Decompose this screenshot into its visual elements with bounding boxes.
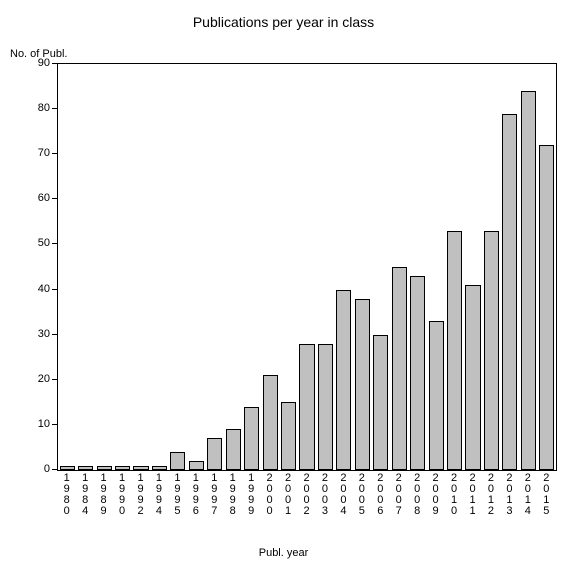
y-tick-label: 0 [44,463,50,475]
bar [299,344,314,470]
x-tick-label: 1990 [117,473,128,517]
x-tick-label: 1998 [227,473,238,517]
y-tick-label: 50 [38,237,50,249]
bar [392,267,407,470]
x-axis-title: Publ. year [0,547,567,559]
bar [355,299,370,470]
y-tick-mark [52,198,57,199]
x-tick-label: 1989 [98,473,109,517]
y-tick-label: 90 [38,57,50,69]
y-tick-label: 70 [38,147,50,159]
x-tick-label: 2008 [412,473,423,517]
y-tick-label: 60 [38,192,50,204]
x-tick-label: 2007 [393,473,404,517]
bar [170,452,185,470]
bar [318,344,333,470]
bar [447,231,462,470]
bar [189,461,204,470]
y-tick-mark [52,63,57,64]
x-tick-label: 2001 [283,473,294,517]
bar [484,231,499,470]
x-tick-label: 1996 [190,473,201,517]
bar [152,466,167,471]
bar [97,466,112,471]
bar [244,407,259,470]
bar [60,466,75,471]
x-tick-label: 2002 [301,473,312,517]
bar [502,114,517,470]
x-tick-label: 2015 [541,473,552,517]
x-tick-label: 1994 [153,473,164,517]
x-tick-label: 1992 [135,473,146,517]
y-tick-mark [52,243,57,244]
plot-area [57,63,557,471]
bar [336,290,351,470]
bar [263,375,278,470]
bar [373,335,388,470]
bar [539,145,554,470]
x-tick-label: 1984 [80,473,91,517]
bar [410,276,425,470]
x-tick-label: 2000 [264,473,275,517]
bar [226,429,241,470]
x-tick-label: 2014 [522,473,533,517]
bar [465,285,480,470]
x-tick-label: 1999 [246,473,257,517]
bar [78,466,93,471]
y-tick-label: 10 [38,418,50,430]
y-tick-mark [52,153,57,154]
x-tick-label: 2009 [430,473,441,517]
bar [207,438,222,470]
chart-container: Publications per year in class No. of Pu… [0,0,567,567]
chart-title: Publications per year in class [0,14,567,30]
x-tick-label: 2012 [485,473,496,517]
bar [133,466,148,471]
y-tick-mark [52,334,57,335]
x-tick-label: 2010 [449,473,460,517]
y-tick-mark [52,424,57,425]
y-tick-label: 30 [38,328,50,340]
y-tick-mark [52,108,57,109]
x-tick-label: 2013 [504,473,515,517]
x-tick-label: 1997 [209,473,220,517]
y-tick-mark [52,289,57,290]
bar [281,402,296,470]
x-tick-label: 2003 [319,473,330,517]
y-tick-label: 20 [38,373,50,385]
x-tick-label: 2006 [375,473,386,517]
y-tick-label: 80 [38,102,50,114]
bar [429,321,444,470]
y-tick-label: 40 [38,283,50,295]
x-tick-label: 2004 [338,473,349,517]
bar [521,91,536,470]
y-tick-mark [52,469,57,470]
x-tick-label: 2011 [467,473,478,517]
x-tick-label: 2005 [356,473,367,517]
bar [115,466,130,471]
x-tick-label: 1995 [172,473,183,517]
y-tick-mark [52,379,57,380]
x-tick-label: 1980 [61,473,72,517]
